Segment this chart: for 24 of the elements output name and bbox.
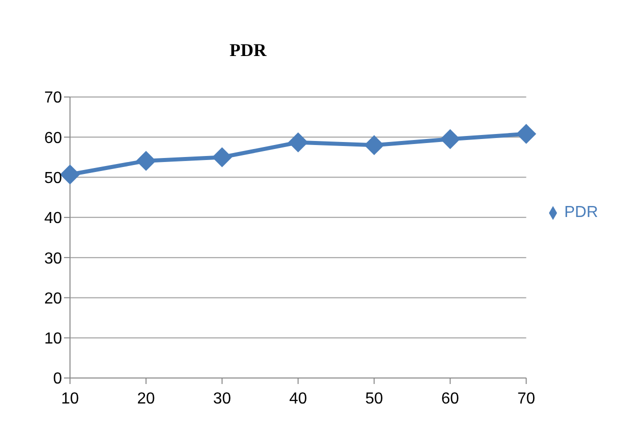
x-tick-label: 10 (61, 390, 79, 408)
y-tick-label: 40 (44, 210, 62, 228)
legend-label: PDR (564, 204, 598, 221)
point (136, 150, 156, 171)
y-tick-label: 20 (44, 290, 62, 308)
point (212, 147, 232, 168)
y-tick-label: 50 (44, 170, 62, 187)
x-tick-label: 70 (517, 390, 536, 408)
y-tick-label: 70 (44, 90, 62, 107)
x-tick-label: 30 (213, 390, 232, 408)
x-tick-label: 20 (137, 390, 156, 408)
y-tick-label: 10 (44, 330, 62, 348)
x-tick-label: 40 (289, 390, 308, 408)
point (60, 164, 80, 184)
point (288, 132, 308, 152)
y-tick-label: 60 (44, 130, 62, 147)
point (440, 129, 460, 150)
y-tick-label: 30 (44, 250, 62, 268)
point (516, 124, 536, 144)
point (364, 135, 384, 156)
x-tick-label: 50 (365, 390, 384, 408)
y-tick-label: 0 (53, 370, 62, 388)
chart-title: PDR (228, 40, 268, 61)
x-tick-label: 60 (441, 390, 460, 408)
